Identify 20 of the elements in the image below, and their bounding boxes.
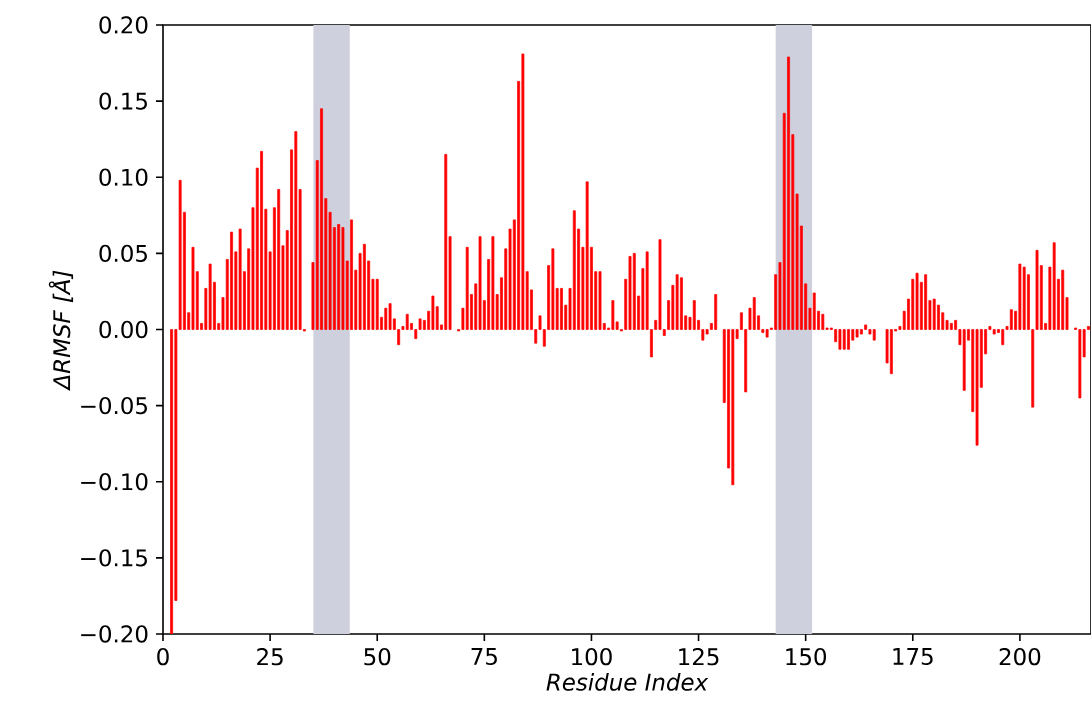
y-tick-label: 0.10 [99, 168, 148, 186]
y-axis-title: ΔRMSF [Å] [48, 270, 74, 391]
x-tick-label: 100 [572, 648, 612, 666]
y-tick-label: 0.15 [99, 92, 147, 110]
x-tick-label: 150 [786, 648, 827, 666]
x-tick-label: 50 [364, 648, 391, 666]
y-tick-label: 0.20 [99, 16, 148, 34]
y-tick-label: −0.20 [81, 625, 148, 643]
x-tick-label: 0 [157, 648, 169, 666]
x-axis-title: Residue Index [546, 673, 709, 691]
x-tick-label: 125 [679, 648, 719, 666]
y-tick-label: −0.15 [81, 549, 147, 567]
y-tick-label: −0.10 [81, 473, 148, 491]
x-tick-label: 25 [257, 648, 283, 666]
x-tick-label: 75 [471, 648, 497, 666]
y-tick-label: 0.05 [99, 244, 147, 263]
x-tick-label: 200 [999, 648, 1041, 666]
x-tick-label: 175 [893, 648, 933, 666]
y-tick-label: 0.00 [99, 320, 148, 339]
y-tick-label: −0.05 [81, 396, 147, 415]
